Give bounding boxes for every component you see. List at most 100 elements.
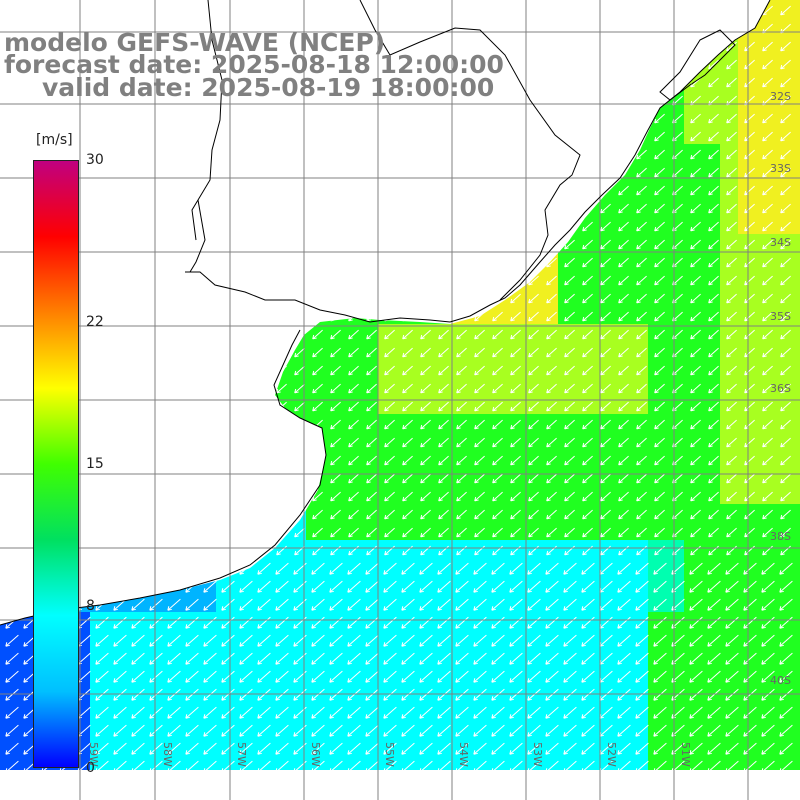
sea-cell (162, 504, 180, 522)
sea-cell (162, 756, 180, 770)
wind-arrow (564, 113, 575, 124)
sea-cell (702, 216, 720, 234)
sea-cell (252, 666, 270, 684)
wind-arrow (330, 293, 341, 304)
sea-cell (108, 720, 126, 738)
wind-arrow (24, 293, 35, 304)
wind-arrow (42, 347, 53, 358)
sea-cell (288, 558, 306, 576)
wind-arrow (510, 221, 521, 232)
wind-arrow (132, 527, 143, 538)
wind-arrow (690, 455, 701, 466)
wind-arrow (600, 347, 611, 358)
wind-arrow (780, 77, 791, 88)
sea-cell (180, 378, 198, 396)
sea-cell (0, 522, 18, 540)
wind-arrow (654, 5, 665, 16)
wind-arrow (492, 437, 503, 448)
wind-arrow (708, 491, 719, 502)
sea-cell (594, 144, 612, 162)
sea-cell (252, 684, 270, 702)
latitude-label: 32S (770, 90, 791, 103)
wind-arrow (762, 185, 773, 196)
wind-arrow (510, 419, 521, 430)
sea-cell (72, 342, 90, 360)
sea-cell (612, 558, 630, 576)
wind-arrow (707, 580, 721, 593)
sea-cell (144, 666, 162, 684)
wind-arrow (582, 491, 593, 502)
sea-cell (36, 576, 54, 594)
sea-cell (522, 522, 540, 540)
wind-arrow (24, 401, 35, 412)
sea-cell (324, 270, 342, 288)
wind-arrow (42, 329, 53, 340)
wind-arrow (690, 113, 701, 124)
sea-cell (144, 576, 162, 594)
wind-arrow (240, 455, 251, 466)
sea-cell (504, 648, 522, 666)
sea-cell (432, 432, 450, 450)
wind-arrow (221, 706, 235, 719)
sea-cell (612, 738, 630, 756)
sea-cell (360, 216, 378, 234)
wind-arrow (527, 598, 541, 611)
wind-arrow (708, 509, 719, 520)
sea-cell (126, 414, 144, 432)
sea-cell (630, 324, 648, 342)
wind-arrow (311, 580, 325, 593)
wind-arrow (257, 688, 271, 701)
sea-cell (774, 18, 792, 36)
sea-cell (702, 90, 720, 108)
wind-arrow (636, 275, 647, 286)
wind-arrow (438, 131, 449, 142)
wind-arrow (42, 509, 53, 520)
sea-cell (450, 648, 468, 666)
wind-arrow (96, 185, 107, 196)
sea-cell (504, 558, 522, 576)
wind-arrow (330, 167, 341, 178)
sea-cell (252, 702, 270, 720)
wind-arrow (743, 688, 757, 701)
sea-cell (126, 558, 144, 576)
sea-cell (774, 180, 792, 198)
sea-cell (396, 486, 414, 504)
sea-cell (360, 396, 378, 414)
wind-arrow (168, 149, 179, 160)
wind-arrow (564, 347, 575, 358)
sea-cell (396, 612, 414, 630)
sea-cell (630, 162, 648, 180)
sea-cell (18, 324, 36, 342)
sea-cell (396, 252, 414, 270)
sea-cell (612, 756, 630, 770)
wind-arrow (509, 670, 523, 683)
wind-arrow (437, 760, 451, 770)
wind-arrow (294, 131, 305, 142)
sea-cell (792, 18, 800, 36)
wind-arrow (402, 131, 413, 142)
sea-cell (612, 306, 630, 324)
sea-cell (270, 666, 288, 684)
sea-cell (774, 504, 792, 522)
sea-cell (594, 36, 612, 54)
sea-cell (414, 234, 432, 252)
sea-cell (558, 576, 576, 594)
wind-arrow (167, 742, 181, 755)
sea-cell (306, 450, 324, 468)
sea-cell (756, 162, 774, 180)
wind-arrow (60, 311, 71, 322)
sea-cell (54, 774, 72, 792)
wind-arrow (60, 401, 71, 412)
wind-arrow (330, 509, 341, 520)
wind-arrow (455, 670, 469, 683)
sea-cell (306, 540, 324, 558)
sea-cell (288, 486, 306, 504)
sea-cell (0, 180, 18, 198)
sea-cell (90, 324, 108, 342)
wind-arrow (527, 634, 541, 647)
wind-arrow (582, 779, 595, 790)
wind-arrow (564, 5, 575, 16)
sea-cell (198, 468, 216, 486)
wind-arrow (186, 149, 197, 160)
sea-cell (396, 270, 414, 288)
